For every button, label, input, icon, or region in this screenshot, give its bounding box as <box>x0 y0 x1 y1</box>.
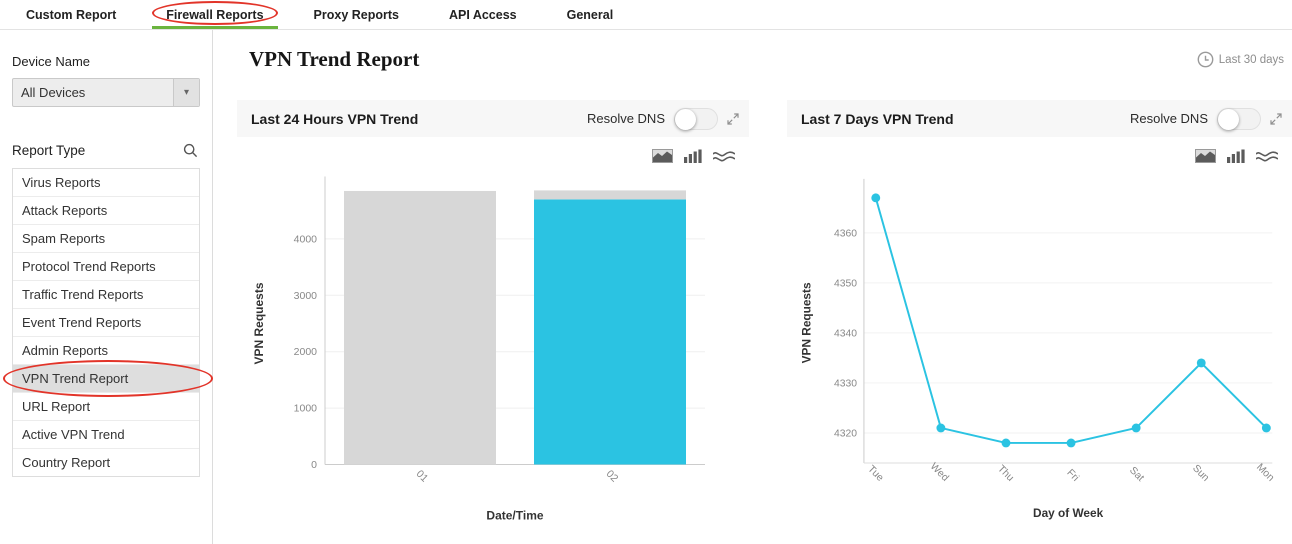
svg-text:VPN Requests: VPN Requests <box>252 282 266 364</box>
svg-text:Sat: Sat <box>1127 465 1146 484</box>
svg-text:4330: 4330 <box>834 378 857 389</box>
resolve-dns-toggle[interactable] <box>674 107 718 130</box>
svg-text:Tue: Tue <box>865 464 885 484</box>
bar-chart-icon[interactable] <box>1227 149 1245 163</box>
sidebar-item-protocol-trend-reports[interactable]: Protocol Trend Reports <box>13 253 199 281</box>
area-chart-icon[interactable] <box>652 149 673 163</box>
report-type-list: Virus Reports Attack Reports Spam Report… <box>3 168 213 477</box>
svg-text:VPN Requests: VPN Requests <box>800 282 814 363</box>
bar-chart-icon[interactable] <box>684 149 702 163</box>
sidebar-item-country-report[interactable]: Country Report <box>22 455 111 470</box>
svg-text:4320: 4320 <box>834 428 857 439</box>
stream-chart-icon[interactable] <box>1256 149 1278 163</box>
svg-text:2000: 2000 <box>294 346 318 358</box>
tab-api-access[interactable]: API Access <box>435 0 531 29</box>
panel-last-7-days-vpn-trend: Last 7 Days VPN Trend Resolve DNS <box>787 100 1292 544</box>
vpn-trend-bar-chart: 0 1000 2000 3000 4000 01 02 Date/Time VPN Reques… <box>252 176 705 523</box>
sidebar-item-traffic-trend-reports[interactable]: Traffic Trend Reports <box>13 281 199 309</box>
sidebar-item-attack-reports[interactable]: Attack Reports <box>13 197 199 225</box>
resolve-dns-label: Resolve DNS <box>1129 111 1208 126</box>
device-select[interactable]: All Devices ▾ <box>12 78 200 107</box>
tab-proxy-reports[interactable]: Proxy Reports <box>300 0 413 29</box>
svg-text:3000: 3000 <box>294 290 318 302</box>
clock-icon <box>1197 51 1214 68</box>
period-badge[interactable]: Last 30 days <box>1197 51 1284 68</box>
tab-firewall-reports[interactable]: Firewall Reports <box>152 0 278 29</box>
tab-label: API Access <box>448 7 517 22</box>
svg-text:Day of Week: Day of Week <box>1033 506 1104 520</box>
panel-last-24-hours-vpn-trend: Last 24 Hours VPN Trend Resolve DNS <box>237 100 749 544</box>
vpn-trend-line-chart: 4320 4330 4340 4350 4360 Tue Wed Thu Fri Sat Sun Mo… <box>800 178 1276 520</box>
svg-text:Wed: Wed <box>928 461 951 484</box>
svg-text:01: 01 <box>414 468 431 485</box>
expand-icon[interactable] <box>727 112 739 125</box>
main-content: VPN Trend Report Last 30 days Last 24 Ho… <box>213 30 1292 544</box>
svg-text:4000: 4000 <box>294 233 318 245</box>
chevron-down-icon[interactable]: ▾ <box>173 79 199 106</box>
page-title: VPN Trend Report <box>249 47 420 71</box>
sidebar-item-spam-reports[interactable]: Spam Reports <box>13 225 199 253</box>
svg-text:Sun: Sun <box>1190 463 1211 484</box>
svg-text:0: 0 <box>311 459 317 471</box>
svg-text:Date/Time: Date/Time <box>486 509 543 523</box>
report-type-label: Report Type <box>12 143 86 158</box>
top-navigation: Custom Report Firewall Reports Proxy Rep… <box>0 0 1292 30</box>
sidebar-item-virus-reports[interactable]: Virus Reports <box>13 169 199 197</box>
tab-general[interactable]: General <box>553 0 628 29</box>
search-icon[interactable] <box>183 143 198 158</box>
expand-icon[interactable] <box>1270 112 1282 125</box>
svg-text:Thu: Thu <box>995 463 1016 484</box>
tab-custom-report[interactable]: Custom Report <box>12 0 130 29</box>
stream-chart-icon[interactable] <box>713 149 735 163</box>
sidebar-item-vpn-trend-report[interactable]: VPN Trend Report <box>3 360 213 397</box>
chart-type-switcher <box>237 137 749 163</box>
svg-text:Mon: Mon <box>1254 462 1276 484</box>
tab-label: Custom Report <box>26 7 117 22</box>
period-label: Last 30 days <box>1218 53 1284 66</box>
svg-text:4340: 4340 <box>834 328 857 339</box>
svg-text:02: 02 <box>604 468 621 485</box>
svg-text:1000: 1000 <box>294 403 318 415</box>
svg-text:4350: 4350 <box>834 278 857 289</box>
resolve-dns-label: Resolve DNS <box>586 111 665 126</box>
panel-title: Last 7 Days VPN Trend <box>801 110 954 127</box>
svg-text:4360: 4360 <box>834 228 857 239</box>
tab-label: Firewall Reports <box>166 7 264 22</box>
sidebar-item-admin-reports[interactable]: Admin Reports <box>13 337 199 365</box>
toggle-knob <box>1218 108 1239 130</box>
toggle-knob <box>675 108 696 130</box>
sidebar: Device Name All Devices ▾ Report Type Vi… <box>0 30 213 544</box>
panel-title: Last 24 Hours VPN Trend <box>251 110 419 127</box>
svg-text:Fri: Fri <box>1064 468 1080 484</box>
device-name-label: Device Name <box>12 54 91 69</box>
device-select-value: All Devices <box>21 85 86 100</box>
chart-type-switcher <box>787 137 1292 163</box>
sidebar-item-active-vpn-trend[interactable]: Active VPN Trend <box>13 421 199 449</box>
sidebar-item-label: VPN Trend Report <box>22 371 129 386</box>
sidebar-item-event-trend-reports[interactable]: Event Trend Reports <box>13 309 199 337</box>
area-chart-icon[interactable] <box>1195 149 1216 163</box>
sidebar-item-url-report[interactable]: URL Report <box>13 393 199 421</box>
tab-label: Proxy Reports <box>313 7 399 22</box>
resolve-dns-toggle[interactable] <box>1217 107 1261 130</box>
tab-label: General <box>566 7 614 22</box>
